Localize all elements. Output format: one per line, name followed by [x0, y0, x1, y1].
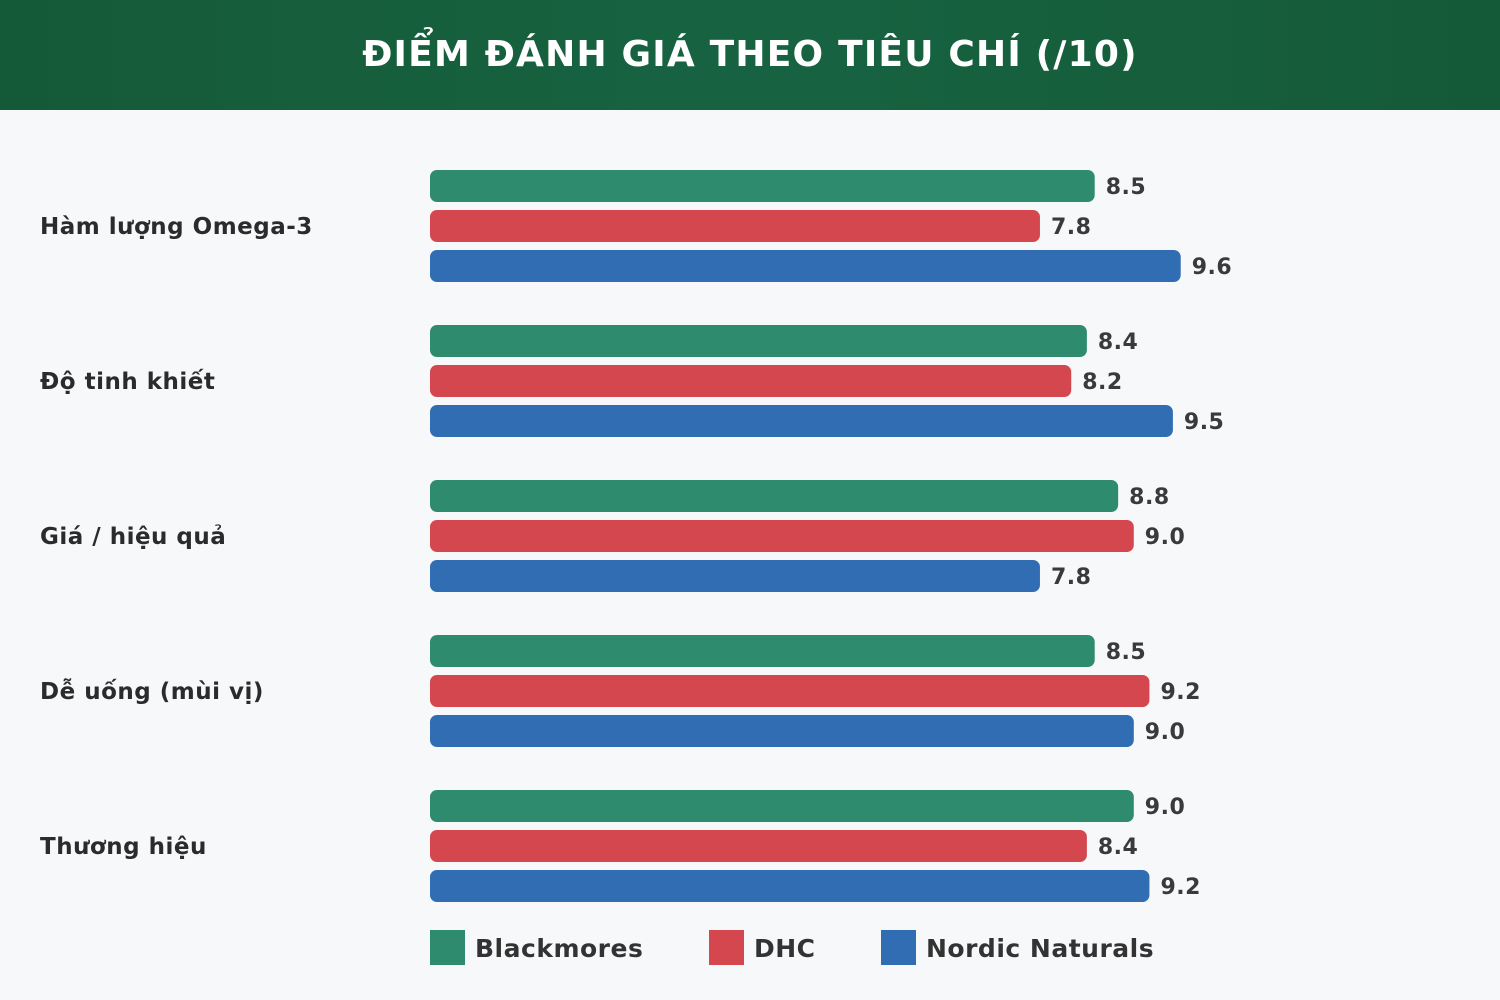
- category-group: Thương hiệu 9.0 8.4 9.2: [40, 790, 1200, 902]
- bar: [430, 405, 1173, 437]
- category-group: Giá / hiệu quả 8.8 9.0 7.8: [40, 480, 1185, 592]
- bar-value-label: 9.5: [1184, 410, 1224, 435]
- bar-value-label: 9.0: [1145, 525, 1185, 550]
- bar-value-label: 8.4: [1098, 835, 1138, 860]
- bar-value-label: 9.2: [1160, 875, 1200, 900]
- category-group: Độ tinh khiết 8.4 8.2 9.5: [40, 325, 1224, 437]
- bar: [430, 170, 1095, 202]
- bar: [430, 325, 1087, 357]
- bar: [430, 675, 1150, 707]
- bar: [430, 870, 1150, 902]
- bar-value-label: 8.5: [1106, 640, 1146, 665]
- bar-value-label: 8.2: [1082, 370, 1122, 395]
- category-label: Độ tinh khiết: [40, 368, 215, 395]
- bar-value-label: 8.4: [1098, 330, 1138, 355]
- category-label: Dễ uống (mùi vị): [40, 678, 264, 705]
- bar-value-label: 9.2: [1160, 680, 1200, 705]
- legend-swatch: [881, 930, 916, 965]
- bar: [430, 560, 1040, 592]
- bar-value-label: 9.6: [1192, 255, 1232, 280]
- legend-label: Nordic Naturals: [926, 934, 1154, 963]
- bar: [430, 715, 1134, 747]
- chart-header: ĐIỂM ĐÁNH GIÁ THEO TIÊU CHÍ (/10): [0, 0, 1500, 110]
- bar: [430, 365, 1072, 397]
- category-label: Giá / hiệu quả: [40, 524, 226, 550]
- bar: [430, 830, 1087, 862]
- bar: [430, 210, 1040, 242]
- chart-title: ĐIỂM ĐÁNH GIÁ THEO TIÊU CHÍ (/10): [362, 33, 1138, 75]
- legend-swatch: [430, 930, 465, 965]
- bar-value-label: 9.0: [1145, 720, 1185, 745]
- bar: [430, 480, 1119, 512]
- legend-label: DHC: [754, 934, 816, 963]
- legend: Blackmores DHC Nordic Naturals: [430, 930, 1154, 965]
- bar-value-label: 8.5: [1106, 175, 1146, 200]
- bar-value-label: 9.0: [1145, 795, 1185, 820]
- category-label: Thương hiệu: [40, 834, 207, 860]
- bar-value-label: 7.8: [1051, 565, 1091, 590]
- category-group: Hàm lượng Omega-3 8.5 7.8 9.6: [40, 170, 1232, 282]
- bar-value-label: 7.8: [1051, 215, 1091, 240]
- bar: [430, 250, 1181, 282]
- bar-value-label: 8.8: [1129, 485, 1169, 510]
- legend-label: Blackmores: [475, 934, 643, 963]
- bar: [430, 790, 1134, 822]
- legend-swatch: [709, 930, 744, 965]
- category-group: Dễ uống (mùi vị) 8.5 9.2 9.0: [40, 635, 1200, 747]
- bar: [430, 520, 1134, 552]
- bar: [430, 635, 1095, 667]
- category-label: Hàm lượng Omega-3: [40, 214, 313, 240]
